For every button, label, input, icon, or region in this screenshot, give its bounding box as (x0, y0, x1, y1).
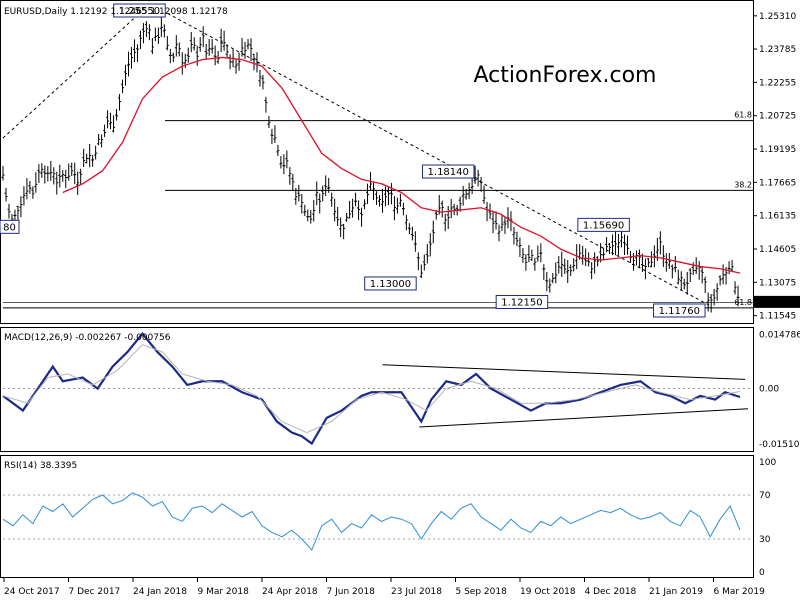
price-y-tick-label: 1.19195 (759, 145, 796, 155)
rsi-y-tick-label: 70 (759, 491, 771, 501)
x-tick-label: 24 Apr 2018 (262, 587, 318, 597)
x-tick-label: 19 Oct 2018 (520, 587, 576, 597)
x-tick-label: 23 Jul 2018 (391, 587, 442, 597)
price-y-tick-label: 1.16135 (759, 212, 796, 222)
macd-panel-frame (0, 327, 754, 452)
price-annotation-box (0, 219, 20, 234)
price-y-tick-label: 1.20725 (759, 112, 796, 122)
signal-line (2, 344, 741, 434)
price-y-tick-label: 1.17665 (759, 178, 796, 188)
price-annotation-label: 80 (3, 222, 16, 233)
price-annotation-label: 1.15690 (583, 220, 624, 231)
x-tick-label: 4 Dec 2018 (585, 587, 637, 597)
macd-trend-line (382, 364, 746, 380)
price-annotation-box (113, 3, 166, 18)
rsi-y-tick-label: 100 (759, 458, 776, 468)
x-tick-label: 5 Sep 2018 (456, 587, 508, 597)
x-tick-label: 24 Jan 2018 (133, 587, 187, 597)
price-y-tick-label: 1.22255 (759, 78, 796, 88)
macd-header: MACD(12,26,9) -0.002267 -0.000756 (4, 333, 171, 343)
macd-line (2, 331, 741, 446)
price-annotation-label: 1.25550 (119, 6, 160, 17)
price-annotation-box (421, 164, 475, 179)
price-annotation-box (653, 303, 706, 318)
price-annotation-box (364, 276, 417, 291)
macd-y-tick-label: 0.00 (759, 385, 779, 395)
price-annotation-label: 1.13000 (370, 279, 411, 290)
price-annotation-box (495, 294, 549, 309)
price-annotation-label: 1.11760 (659, 306, 700, 317)
rsi-line (2, 492, 741, 551)
price-y-tick-label: 1.25310 (759, 12, 796, 22)
price-annotation-box (577, 217, 630, 232)
x-tick-label: 7 Dec 2017 (69, 587, 121, 597)
current-price-tag (754, 295, 800, 308)
x-tick-label: 7 Jun 2018 (327, 587, 376, 597)
fib-line-label: 61.8 (734, 111, 752, 120)
trend-line (2, 10, 143, 139)
price-y-tick-label: 1.13075 (759, 278, 796, 288)
price-y-tick-label: 1.14605 (759, 245, 796, 255)
price-panel-frame (0, 0, 754, 324)
rsi-y-tick-label: 30 (759, 535, 771, 545)
macd-trend-line (419, 408, 749, 428)
price-annotation-label: 1.18140 (428, 167, 469, 178)
watermark: ActionForex.com (474, 63, 657, 88)
price-annotation-label: 1.12150 (501, 297, 542, 308)
moving-average-line (62, 56, 741, 274)
macd-y-tick-label: -0.015107 (759, 440, 800, 450)
rsi-y-tick-label: 0 (759, 568, 765, 578)
price-bars (1, 15, 740, 313)
price-y-tick-label: 1.23785 (759, 45, 796, 55)
x-tick-label: 9 Mar 2018 (198, 587, 250, 597)
x-tick-label: 21 Jan 2019 (649, 587, 703, 597)
x-tick-label: 6 Mar 2019 (714, 587, 766, 597)
current-price-value: 1.12178 (757, 298, 794, 308)
fib-line-label: 38.2 (734, 180, 752, 189)
x-tick-label: 24 Oct 2017 (4, 587, 60, 597)
macd-y-tick-label: 0.014786 (759, 330, 800, 340)
symbol-header: EURUSD,Daily 1.12192 1.12465 1.12098 1.1… (4, 7, 228, 17)
rsi-header: RSI(14) 38.3395 (4, 461, 77, 471)
price-y-tick-label: 1.11545 (759, 312, 796, 322)
rsi-panel-frame (0, 455, 754, 578)
